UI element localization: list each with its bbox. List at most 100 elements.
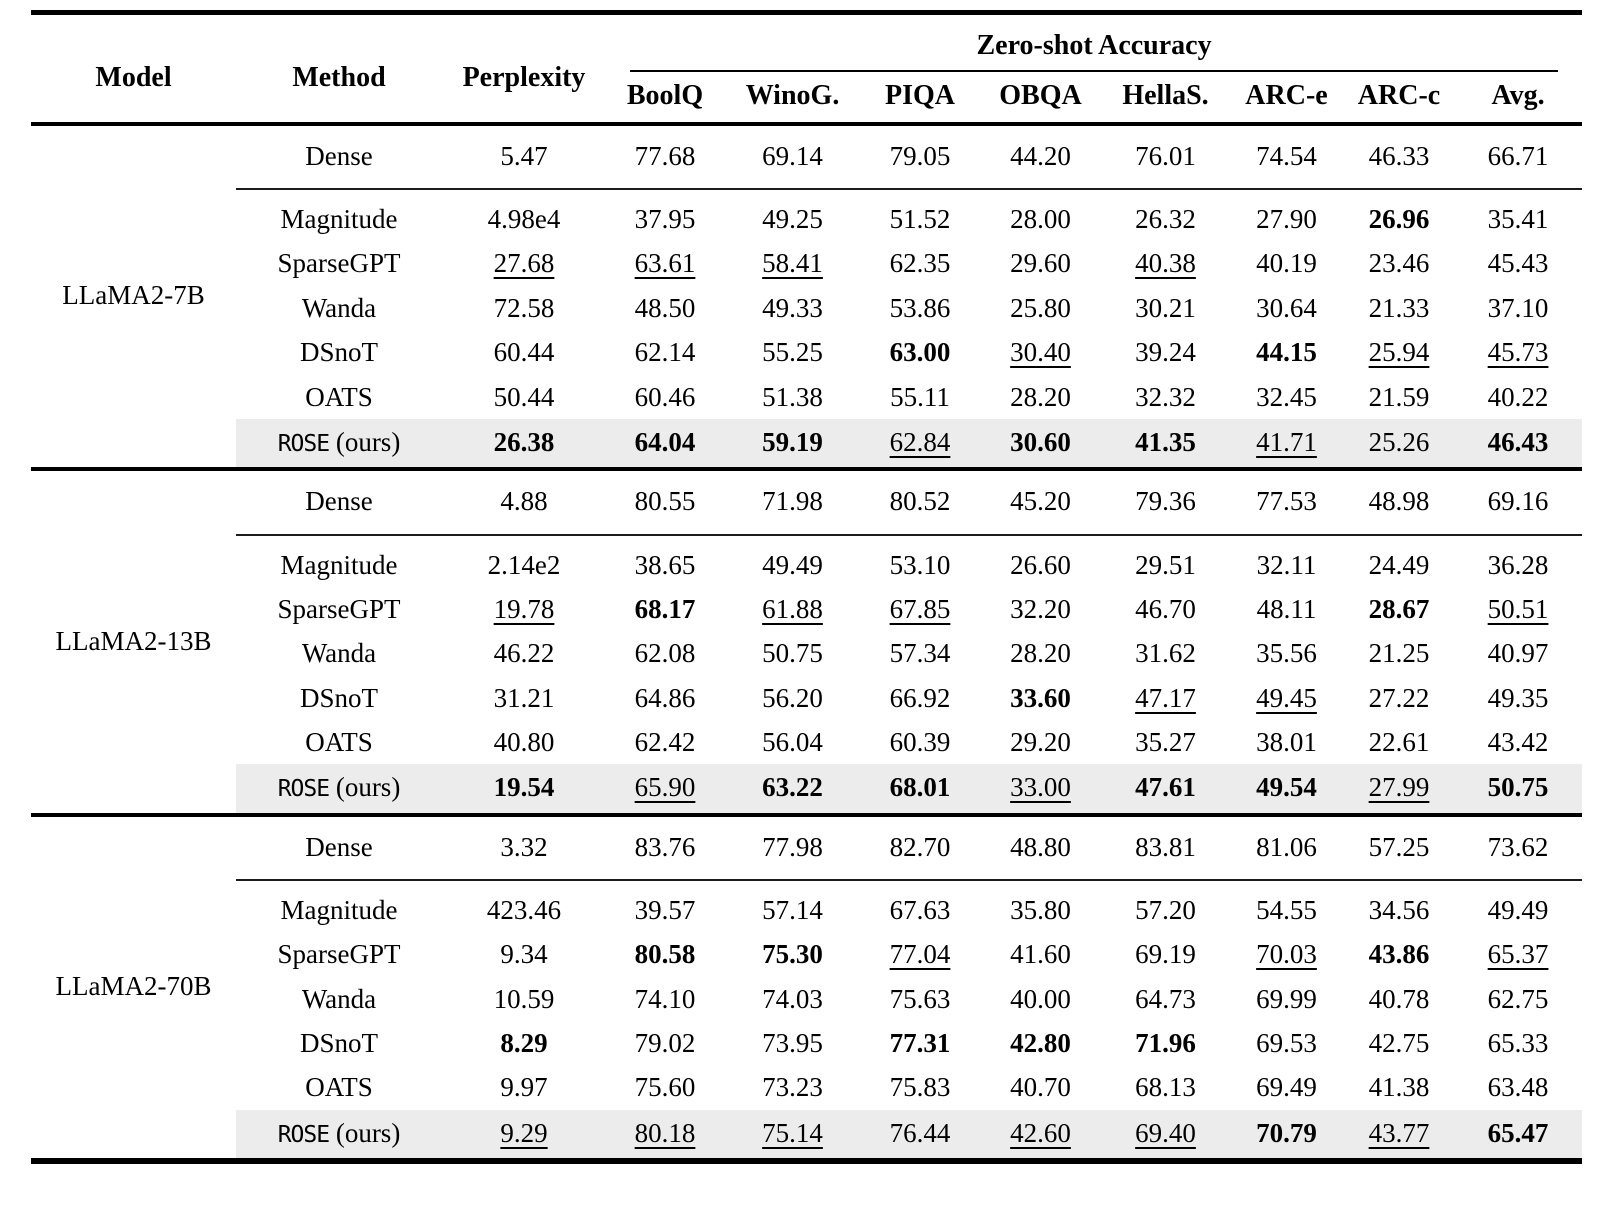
value-cell: 56.04: [724, 720, 861, 764]
value-text: 21.59: [1368, 381, 1430, 412]
value-text: 37.95: [634, 204, 696, 235]
value-cell: 67.63: [861, 880, 979, 932]
value-cell: 44.15: [1229, 330, 1344, 374]
value-text: 26.38: [493, 426, 555, 457]
value-text: 33.00: [1010, 772, 1071, 803]
value-cell: 69.16: [1454, 469, 1583, 536]
value-cell: 30.21: [1102, 286, 1229, 330]
value-cell: 69.99: [1229, 977, 1344, 1021]
value-cell: 83.76: [606, 814, 724, 881]
value-text: 45.43: [1487, 248, 1549, 279]
value-text: 19.54: [493, 772, 555, 803]
value-cell: 46.43: [1454, 418, 1583, 470]
value-cell: 45.20: [979, 469, 1102, 536]
value-cell: 68.01: [861, 764, 979, 815]
value-text: 32.45: [1256, 381, 1317, 412]
value-text: 27.68: [493, 248, 555, 279]
value-text: 40.97: [1487, 638, 1549, 669]
value-text: 48.98: [1368, 486, 1430, 517]
value-text: 73.62: [1487, 831, 1549, 862]
value-text: 46.43: [1487, 426, 1549, 457]
value-cell: 46.33: [1344, 123, 1454, 191]
value-text: 62.42: [634, 726, 696, 757]
value-cell: 5.47: [442, 123, 606, 191]
value-cell: 62.84: [861, 418, 979, 470]
value-text: 77.04: [889, 939, 951, 970]
value-text: 64.73: [1135, 983, 1196, 1014]
method-name: SparseGPT: [277, 939, 401, 970]
value-text: 57.20: [1135, 894, 1196, 925]
value-text: 27.90: [1256, 204, 1317, 235]
value-text: 59.19: [762, 426, 823, 457]
value-text: 45.20: [1010, 486, 1071, 517]
value-text: 60.44: [493, 337, 555, 368]
value-text: 26.60: [1010, 549, 1071, 580]
method-name-mono: ROSE: [277, 430, 330, 457]
table-row: ROSE (ours) 26.38 64.04 59.19 62.84 30.60 41.3…: [31, 418, 1583, 470]
value-text: 79.36: [1135, 486, 1196, 517]
value-text: 19.78: [493, 593, 555, 624]
col-header-method: Method: [292, 61, 386, 93]
value-text: 40.38: [1135, 248, 1196, 279]
value-text: 41.71: [1256, 426, 1317, 457]
value-text: 58.41: [762, 248, 823, 279]
value-cell: 40.00: [979, 977, 1102, 1021]
value-text: 80.18: [634, 1117, 696, 1148]
col-header-model: Model: [95, 61, 172, 93]
value-text: 44.15: [1256, 337, 1317, 368]
value-text: 83.81: [1135, 831, 1196, 862]
value-text: 65.90: [634, 772, 696, 803]
value-text: 41.38: [1368, 1072, 1430, 1103]
value-cell: 80.18: [606, 1109, 724, 1161]
method-name-mono: ROSE: [277, 776, 330, 803]
value-cell: 29.20: [979, 720, 1102, 764]
value-text: 31.21: [493, 682, 555, 713]
value-cell: 21.33: [1344, 286, 1454, 330]
value-cell: 28.00: [979, 189, 1102, 241]
value-cell: 74.54: [1229, 123, 1344, 191]
value-text: 49.49: [762, 549, 823, 580]
value-cell: 65.90: [606, 764, 724, 815]
value-text: 10.59: [493, 983, 555, 1014]
value-text: 49.35: [1487, 682, 1549, 713]
value-cell: 38.65: [606, 535, 724, 587]
value-cell: 3.32: [442, 814, 606, 881]
zeroshot-group-label: Zero-shot Accuracy: [630, 31, 1559, 73]
value-cell: 30.60: [979, 418, 1102, 470]
col-header-perplexity: Perplexity: [462, 61, 586, 93]
value-text: 76.44: [889, 1117, 951, 1148]
value-cell: 48.98: [1344, 469, 1454, 536]
value-cell: 70.03: [1229, 932, 1344, 976]
value-text: 69.53: [1256, 1027, 1317, 1058]
table-row: Magnitude 2.14e2 38.65 49.49 53.10 26.60 29.51…: [31, 535, 1582, 587]
value-text: 50.75: [762, 638, 823, 669]
method-name: Magnitude: [280, 894, 398, 925]
value-cell: 70.79: [1229, 1109, 1344, 1161]
value-text: 43.42: [1487, 726, 1549, 757]
value-text: 53.86: [889, 292, 951, 323]
method-name: Dense: [236, 814, 442, 881]
value-cell: 75.60: [606, 1065, 724, 1109]
value-text: 67.85: [889, 593, 951, 624]
method-name: Magnitude: [280, 204, 398, 235]
value-cell: 48.50: [606, 286, 724, 330]
value-cell: 33.00: [979, 764, 1102, 815]
value-cell: 28.20: [979, 631, 1102, 675]
value-cell: 35.80: [979, 880, 1102, 932]
value-cell: 79.02: [606, 1021, 724, 1065]
value-text: 25.26: [1368, 426, 1430, 457]
value-text: 27.99: [1368, 772, 1430, 803]
value-text: 40.78: [1368, 983, 1430, 1014]
value-cell: 27.22: [1344, 676, 1454, 720]
value-text: 35.41: [1487, 204, 1549, 235]
value-text: 73.95: [762, 1027, 823, 1058]
method-name: SparseGPT: [277, 593, 401, 624]
table-row: DSnoT 31.21 64.86 56.20 66.92 33.60 47.17 49.45…: [31, 676, 1582, 720]
value-cell: 56.20: [724, 676, 861, 720]
value-text: 32.32: [1135, 381, 1196, 412]
value-text: 39.24: [1135, 337, 1196, 368]
value-text: 35.27: [1135, 726, 1196, 757]
value-cell: 47.17: [1102, 676, 1229, 720]
value-cell: 41.71: [1229, 418, 1344, 470]
value-text: 53.10: [889, 549, 951, 580]
